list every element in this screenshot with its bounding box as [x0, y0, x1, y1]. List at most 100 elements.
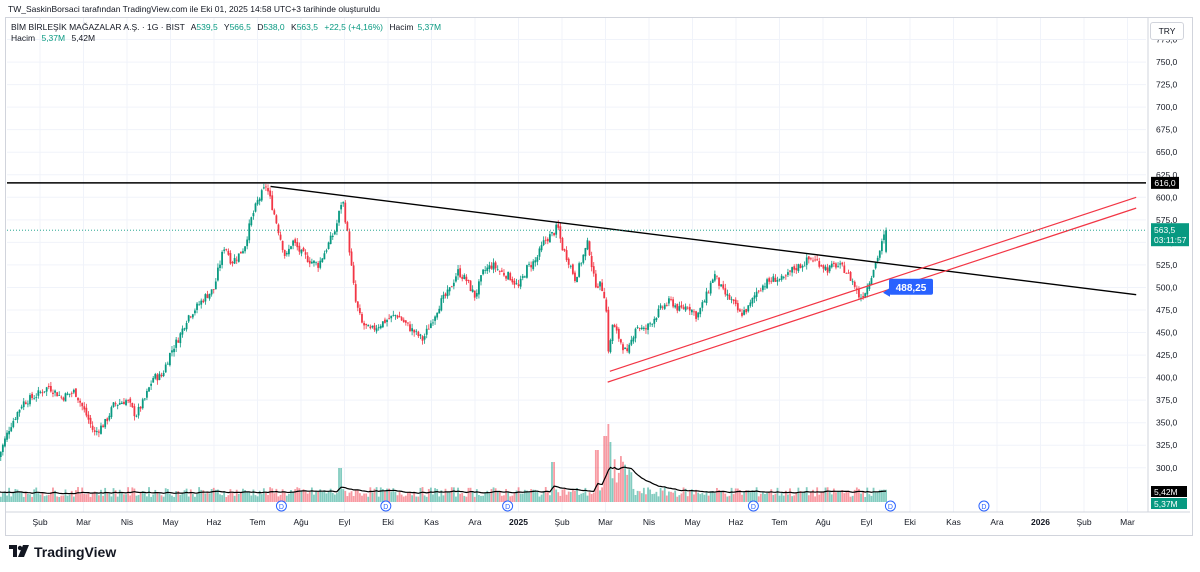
volume-bar — [12, 492, 15, 502]
badge-pointer — [883, 287, 890, 297]
volume-bar — [839, 491, 842, 502]
candle-body — [323, 253, 326, 260]
volume-bar — [728, 495, 731, 502]
candle-body — [346, 222, 349, 231]
volume-bar — [465, 496, 468, 502]
candle-body — [494, 262, 497, 269]
candle-body — [678, 306, 681, 311]
volume-bar — [141, 490, 144, 502]
volume-bar — [805, 487, 808, 502]
candle-body — [599, 281, 601, 287]
volume-bar — [81, 487, 84, 502]
volume-bar — [131, 487, 134, 502]
candle-body — [661, 306, 664, 308]
volume-bar — [536, 490, 539, 502]
candle-body — [191, 314, 194, 318]
volume-bar — [622, 461, 624, 502]
legend-close: 563,5 — [296, 22, 318, 32]
candle-body — [1, 444, 4, 453]
candle-body — [267, 188, 269, 192]
candle-body — [766, 279, 768, 289]
candle-body — [269, 190, 272, 197]
volume-bar — [367, 496, 370, 502]
candle-body — [252, 213, 255, 217]
candle-body — [883, 234, 885, 241]
currency-button[interactable]: TRY — [1150, 22, 1184, 40]
volume-bar — [517, 487, 520, 502]
y-tick-label: 400,0 — [1156, 373, 1178, 383]
candle-body — [444, 293, 447, 296]
x-tick-label: Nis — [121, 517, 133, 527]
volume-bar — [429, 487, 432, 502]
candle-body — [630, 339, 633, 345]
downtrend-line — [270, 185, 1137, 296]
candle-body — [331, 235, 334, 238]
legend-symbol[interactable]: BİM BİRLEŞİK MAĞAZALAR A.Ş. · 1G · BIST — [11, 22, 185, 32]
candle-body — [348, 231, 351, 253]
candle-body — [701, 302, 704, 308]
candle-body — [250, 217, 253, 226]
volume-bar — [427, 488, 430, 502]
chart-panel[interactable] — [5, 17, 1193, 536]
candle-body — [730, 299, 733, 301]
y-tick-label: 525,0 — [1156, 260, 1178, 270]
volume-bar — [302, 489, 305, 502]
candle-body — [544, 239, 547, 241]
volume-bar — [503, 495, 505, 502]
volume-bar — [177, 490, 180, 502]
legend-volume-row: Hacim 5,37M 5,42M — [11, 33, 445, 44]
legend-volume-ma-label[interactable]: Hacim — [11, 33, 36, 43]
candle-body — [10, 427, 13, 432]
candle-body — [651, 323, 654, 325]
candle-body — [340, 205, 343, 210]
volume-bar — [143, 492, 146, 502]
volume-bar — [507, 491, 510, 502]
volume-bar — [381, 488, 384, 502]
x-tick-label: Eki — [904, 517, 916, 527]
volume-bar — [609, 442, 612, 502]
candle-body — [72, 389, 75, 393]
volume-bar — [701, 493, 704, 502]
volume-bar — [396, 495, 399, 502]
candle-body — [64, 393, 67, 402]
volume-bar — [369, 487, 372, 502]
price-badge-text: 488,25 — [896, 283, 927, 294]
volume-bar — [480, 495, 482, 502]
candle-body — [206, 294, 209, 298]
candle-body — [540, 245, 543, 251]
dividend-marker-icon — [502, 500, 514, 512]
candle-body — [791, 267, 794, 273]
volume-bar — [22, 496, 25, 502]
volume-bar — [743, 491, 745, 502]
volume-bar — [832, 488, 835, 502]
volume-bar — [400, 494, 403, 502]
volume-bar — [446, 491, 449, 502]
volume-bar — [386, 488, 388, 502]
candle-body — [413, 329, 416, 333]
candle-body — [741, 312, 743, 316]
candle-body — [640, 327, 643, 330]
volume-bar — [333, 494, 336, 502]
volume-bar — [665, 495, 668, 502]
candle-body — [4, 438, 6, 447]
volume-bar — [473, 496, 476, 502]
candle-body — [321, 258, 324, 263]
candle-body — [85, 407, 88, 416]
y-tick-label: 725,0 — [1156, 80, 1178, 90]
volume-bar — [661, 490, 664, 502]
volume-bar — [789, 488, 791, 502]
candle-body — [271, 195, 274, 211]
volume-bar — [538, 496, 541, 502]
candle-body — [542, 240, 545, 245]
candle-body — [12, 420, 15, 428]
candle-body — [108, 415, 111, 420]
legend-open-label: A — [190, 22, 197, 32]
candle-body — [350, 251, 353, 266]
candle-body — [655, 317, 658, 321]
candle-body — [141, 399, 144, 409]
candle-body — [734, 299, 737, 305]
volume-bar — [716, 487, 718, 502]
volume-bar — [699, 494, 702, 502]
candle-body — [396, 315, 399, 318]
